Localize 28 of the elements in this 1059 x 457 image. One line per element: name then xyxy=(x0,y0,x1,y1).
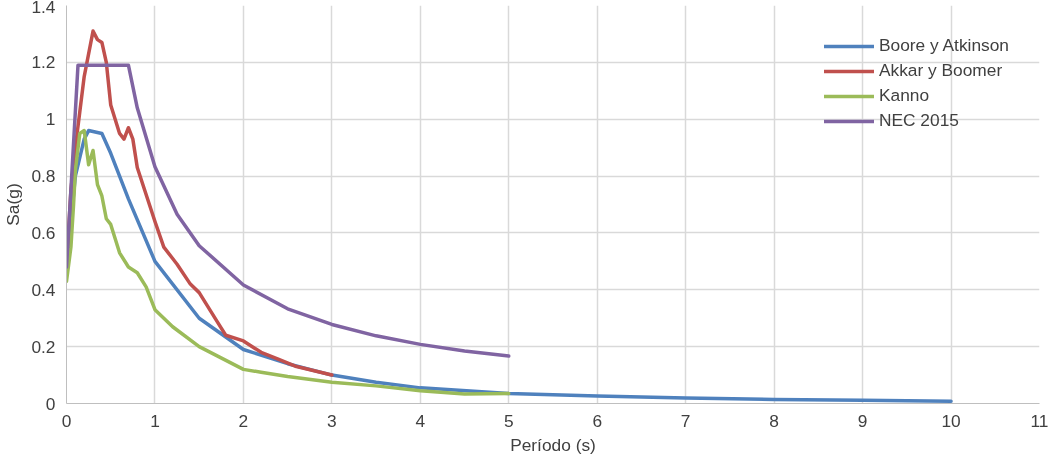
legend-label: NEC 2015 xyxy=(878,110,959,131)
line-series xyxy=(66,63,511,358)
y-tick-label: 0.4 xyxy=(31,279,56,300)
y-tick-label: 0.2 xyxy=(31,336,56,357)
x-tick-label: 7 xyxy=(680,410,691,431)
legend-label: Kanno xyxy=(878,85,930,106)
y-tick-label: 0.6 xyxy=(31,222,56,243)
y-tick-label: 1.2 xyxy=(31,52,56,73)
x-tick-label: 6 xyxy=(592,410,603,431)
legend-label: Boore y Atkinson xyxy=(878,35,1009,56)
x-tick-label: 3 xyxy=(327,410,337,431)
x-tick-label: 2 xyxy=(238,410,249,431)
y-tick-label: 0.8 xyxy=(31,166,56,187)
x-tick-label: 8 xyxy=(769,410,779,431)
x-tick-label: 11 xyxy=(1030,410,1049,431)
y-tick-label: 1 xyxy=(45,109,56,130)
x-tick-label: 4 xyxy=(415,410,426,431)
legend-label: Akkar y Boomer xyxy=(878,60,1003,81)
y-tick-label: 0 xyxy=(45,393,56,414)
y-tick-label: 1.4 xyxy=(31,0,56,17)
y-axis-title: Sa(g) xyxy=(3,183,24,226)
x-tick-label: 1 xyxy=(150,410,160,431)
x-tick-label: 0 xyxy=(61,410,72,431)
x-tick-label: 10 xyxy=(941,410,961,431)
line-series xyxy=(66,128,511,396)
x-tick-label: 9 xyxy=(857,410,868,431)
x-axis-title: Período (s) xyxy=(510,434,596,455)
x-tick-label: 5 xyxy=(503,410,514,431)
